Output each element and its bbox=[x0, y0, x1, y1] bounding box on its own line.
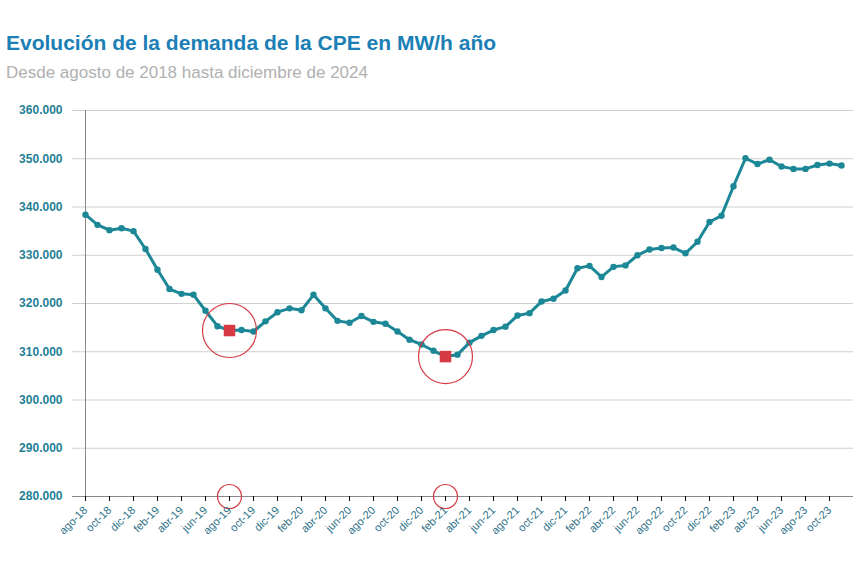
svg-text:abr-21: abr-21 bbox=[442, 504, 473, 535]
svg-text:350.000: 350.000 bbox=[19, 152, 63, 166]
svg-text:abr-20: abr-20 bbox=[298, 504, 329, 535]
svg-text:dic-22: dic-22 bbox=[683, 503, 714, 534]
svg-text:ago-23: ago-23 bbox=[777, 504, 810, 537]
svg-text:dic-20: dic-20 bbox=[395, 503, 426, 534]
svg-text:feb-20: feb-20 bbox=[274, 503, 306, 535]
svg-text:feb-19: feb-19 bbox=[130, 503, 162, 535]
svg-text:abr-22: abr-22 bbox=[586, 504, 617, 535]
svg-text:jun-19: jun-19 bbox=[179, 503, 210, 534]
svg-text:feb-23: feb-23 bbox=[706, 503, 738, 535]
svg-text:ago-19: ago-19 bbox=[201, 504, 234, 537]
svg-text:abr-19: abr-19 bbox=[154, 504, 185, 535]
svg-text:310.000: 310.000 bbox=[19, 345, 63, 359]
svg-text:oct-19: oct-19 bbox=[227, 504, 257, 534]
svg-text:jun-22: jun-22 bbox=[611, 503, 642, 534]
svg-text:dic-19: dic-19 bbox=[251, 503, 282, 534]
svg-text:300.000: 300.000 bbox=[19, 393, 63, 407]
html-text:Evolución de la demanda de la: Evolución de la demanda de la CPE en MW/… bbox=[6, 31, 497, 54]
svg-text:jun-21: jun-21 bbox=[467, 503, 498, 534]
svg-text:dic-18: dic-18 bbox=[107, 503, 138, 534]
svg-text:oct-23: oct-23 bbox=[803, 504, 833, 534]
svg-text:feb-21: feb-21 bbox=[418, 503, 450, 535]
svg-text:oct-22: oct-22 bbox=[659, 504, 689, 534]
svg-text:jun-20: jun-20 bbox=[323, 503, 354, 534]
svg-text:340.000: 340.000 bbox=[19, 200, 63, 214]
svg-text:ago-20: ago-20 bbox=[345, 504, 378, 537]
svg-text:feb-22: feb-22 bbox=[562, 503, 594, 535]
html-text:Desde agosto de 2018 hasta dic: Desde agosto de 2018 hasta diciembre de … bbox=[6, 63, 368, 82]
svg-text:ago-22: ago-22 bbox=[633, 504, 666, 537]
svg-text:ago-18: ago-18 bbox=[57, 504, 90, 537]
svg-text:360.000: 360.000 bbox=[19, 103, 63, 117]
svg-text:280.000: 280.000 bbox=[19, 489, 63, 503]
svg-text:jun-23: jun-23 bbox=[755, 503, 786, 534]
svg-text:dic-21: dic-21 bbox=[539, 503, 570, 534]
svg-text:oct-18: oct-18 bbox=[83, 504, 113, 534]
svg-text:320.000: 320.000 bbox=[19, 296, 63, 310]
svg-text:330.000: 330.000 bbox=[19, 248, 63, 262]
svg-text:oct-21: oct-21 bbox=[515, 504, 545, 534]
svg-text:oct-20: oct-20 bbox=[371, 504, 401, 534]
svg-text:290.000: 290.000 bbox=[19, 441, 63, 455]
svg-text:abr-23: abr-23 bbox=[730, 504, 761, 535]
svg-text:ago-21: ago-21 bbox=[489, 504, 522, 537]
